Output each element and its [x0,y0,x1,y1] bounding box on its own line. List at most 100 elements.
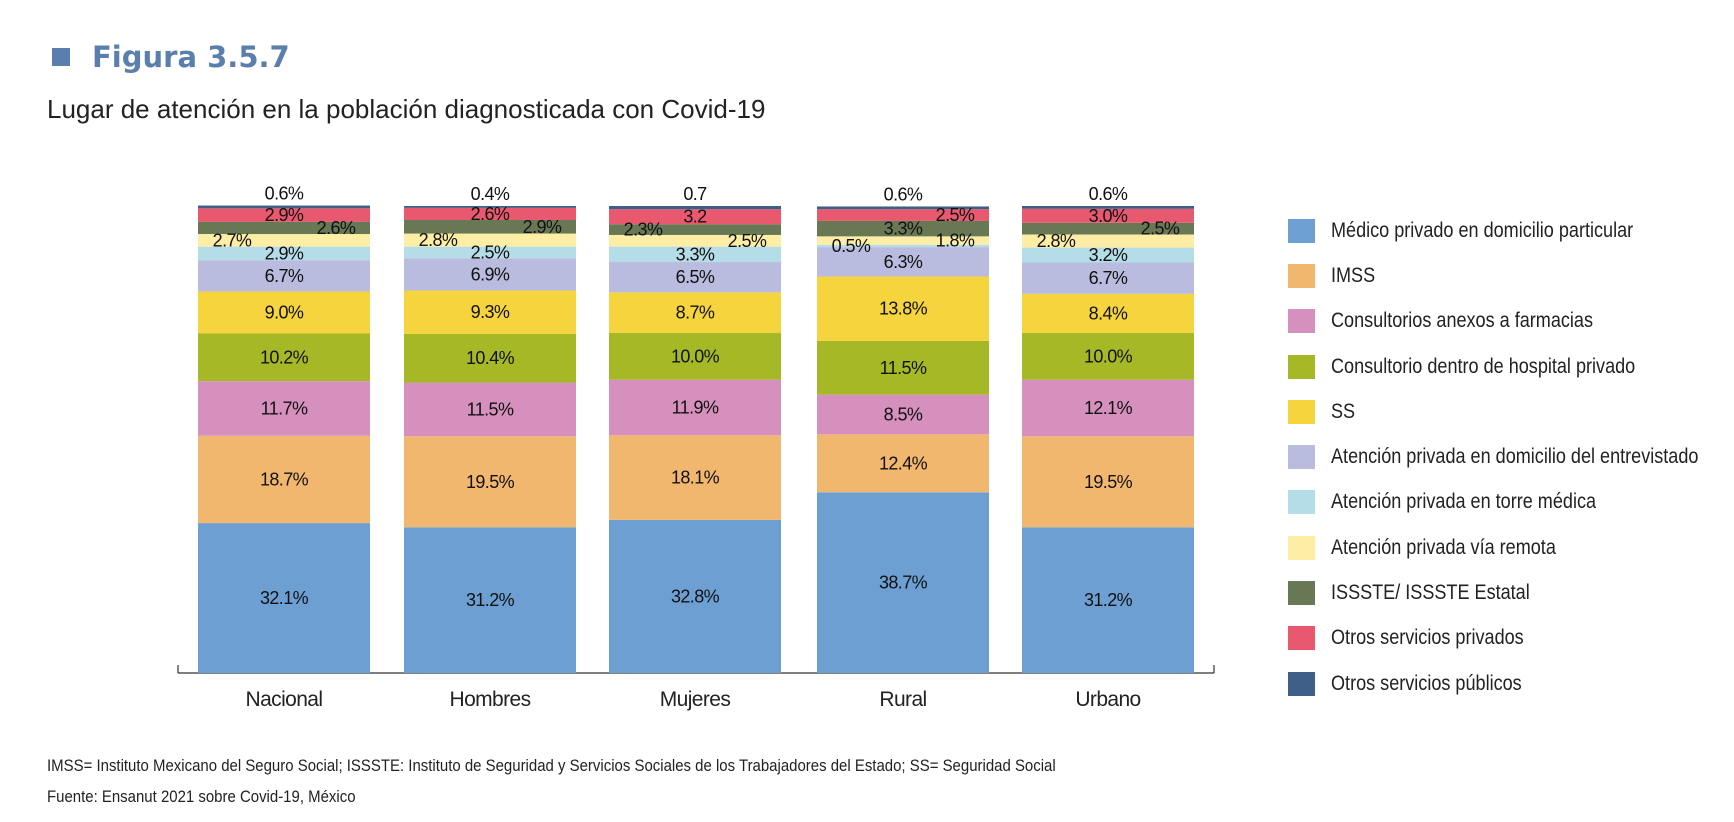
data-label: 11.7% [261,398,308,418]
legend-item: Médico privado en domicilio particular [1288,208,1734,253]
bar-segment-8 [1022,222,1194,235]
bar-segment-6 [1022,247,1194,263]
figure-header: Figura 3.5.7 [52,40,290,74]
data-label: 2.9% [265,243,304,263]
bar-segment-7 [198,234,370,247]
data-label: 9.0% [265,302,304,322]
legend: Médico privado en domicilio particular IM… [1288,208,1734,706]
bar-segment-7 [817,236,989,245]
data-label: 10.0% [671,346,720,366]
bar-segment-1 [1022,436,1194,528]
bar-segment-10 [1022,206,1194,209]
bar-segment-3 [609,333,781,380]
bar-segment-4 [198,291,370,334]
bar-segment-8 [198,221,370,235]
legend-label: Consultorios anexos a farmacias [1331,309,1594,333]
bar-segment-2 [198,381,370,436]
data-label: 2.8% [1037,231,1076,251]
data-label: 12.1% [1084,398,1133,418]
legend-label: IMSS [1331,263,1376,287]
legend-item: Consultorios anexos a farmacias [1288,299,1734,344]
data-label: 3.2% [1089,245,1128,265]
data-label: 8.7% [676,303,715,323]
data-label: 2.6% [317,218,356,238]
data-label: 6.3% [884,252,923,272]
bar-segment-5 [817,247,989,277]
data-label: 31.2% [1084,590,1133,610]
data-label: 11.9% [672,398,719,418]
legend-item: ISSSTE/ ISSSTE Estatal [1288,570,1734,615]
data-label: 2.5% [471,242,510,262]
figure-square-icon [52,48,70,66]
data-label: 10.4% [466,348,515,368]
data-label: 0.6% [265,184,304,204]
legend-item: SS [1288,389,1734,434]
data-label: 0.4% [471,184,510,204]
data-label: 2.5% [1141,219,1180,239]
bar-segment-3 [404,333,576,383]
data-label: 2.7% [213,230,252,250]
data-label: 6.5% [676,267,715,287]
legend-label: Atención privada en torre médica [1331,490,1597,514]
data-label: 6.7% [1089,268,1128,288]
legend-label: Consultorio dentro de hospital privado [1331,354,1636,378]
legend-item: Atención privada en torre médica [1288,480,1734,525]
data-label: 3.2 [683,207,707,227]
x-tick-label: Mujeres [660,688,731,711]
bar-segment-3 [1022,333,1194,380]
data-label: 2.5% [936,205,975,225]
bar-segment-2 [609,379,781,436]
data-label: 38.7% [879,573,928,593]
legend-item: Atención privada vía remota [1288,525,1734,570]
bar-segment-10 [609,206,781,210]
data-label: 6.9% [471,264,510,284]
data-label: 31.2% [466,590,515,610]
x-tick-label: Urbano [1075,688,1140,711]
figure-label: Figura 3.5.7 [92,40,290,74]
data-label: 3.3% [884,219,923,239]
legend-swatch [1288,490,1315,515]
bar-segment-7 [1022,234,1194,248]
legend-swatch [1288,671,1315,696]
bar-segment-9 [404,207,576,221]
bar-segment-2 [404,382,576,437]
data-label: 32.1% [260,588,309,608]
bar-segment-0 [817,492,989,673]
legend-swatch [1288,399,1315,424]
bar-segment-10 [817,206,989,210]
data-label: 0.5% [832,236,871,256]
data-label: 10.0% [1084,346,1133,366]
bar-segment-0 [198,523,370,673]
bar-segment-5 [609,262,781,293]
data-label: 12.4% [879,453,928,473]
bar-segment-6 [609,246,781,263]
data-label: 2.9% [523,217,562,237]
legend-swatch [1288,535,1315,560]
footnote-abbreviations: IMSS= Instituto Mexicano del Seguro Soci… [47,756,1056,775]
bar-segment-3 [817,340,989,395]
legend-label: Atención privada vía remota [1331,535,1556,559]
bar-segment-7 [609,234,781,247]
bar-segment-4 [609,292,781,334]
data-label: 18.7% [260,469,309,489]
bar-segment-3 [198,333,370,382]
legend-swatch [1288,309,1315,334]
footnote-source: Fuente: Ensanut 2021 sobre Covid-19, Méx… [47,787,356,806]
legend-swatch [1288,218,1315,243]
bar-segment-2 [817,394,989,435]
bar-segment-9 [1022,208,1194,223]
data-label: 13.8% [879,299,928,319]
data-label: 10.2% [260,347,309,367]
legend-item: Otros servicios públicos [1288,661,1734,706]
bar-segment-1 [609,435,781,520]
data-label: 9.3% [471,302,510,322]
data-label: 32.8% [671,586,720,606]
data-label: 2.8% [419,230,458,250]
bar-segment-10 [404,206,576,208]
x-tick-label: Nacional [246,688,323,711]
legend-item: Otros servicios privados [1288,616,1734,661]
bar-segment-4 [1022,293,1194,334]
chart-title: Lugar de atención en la población diagno… [47,94,766,124]
bar-segment-6 [817,244,989,248]
